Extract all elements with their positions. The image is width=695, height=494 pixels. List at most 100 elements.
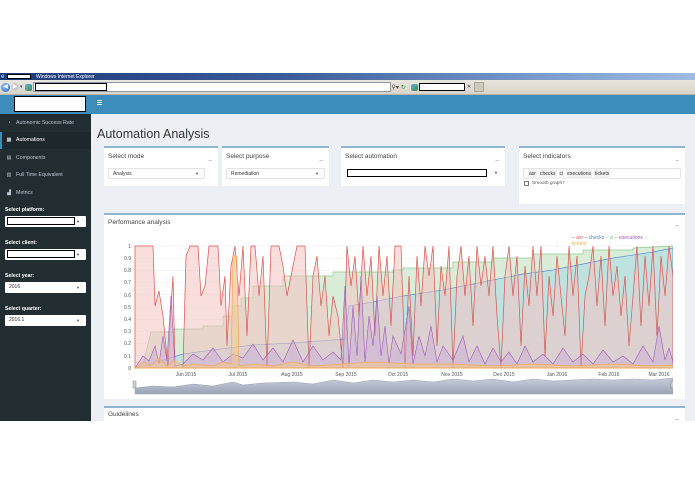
refresh-icon[interactable]: ↻ [400, 84, 406, 91]
redacted-platform-value [7, 217, 75, 225]
indicators-multiselect[interactable]: asr checks ci executions tickets [523, 168, 681, 179]
y-axis: 1 0.9 0.8 0.7 0.6 0.5 0.4 0.3 0.2 0.1 0 [124, 244, 131, 372]
sidebar-item-full-time-equivalent[interactable]: ▥ Full Time Equivalent [0, 167, 91, 185]
chevron-down-icon: ▼ [315, 171, 319, 176]
chevron-down-icon: ▼ [76, 218, 80, 224]
svg-text:Jun 2015: Jun 2015 [176, 372, 197, 378]
sidebar-item-label: Metrics [16, 189, 33, 196]
dashboard-icon: ◔ [7, 119, 11, 126]
minimize-button[interactable]: _ [319, 155, 323, 161]
svg-text:Jan 2016: Jan 2016 [547, 372, 568, 378]
year-value: 2016 [9, 283, 21, 290]
quarter-value: 2016.1 [9, 316, 25, 323]
sidebar: ◔ Autonomic Success Rate ▦ Automations ▤… [0, 114, 91, 421]
mode-select[interactable]: Analysis ▼ [108, 168, 205, 179]
chevron-down-icon: ▼ [76, 317, 80, 323]
chevron-down-icon: ▼ [494, 170, 498, 175]
minimize-button[interactable]: _ [208, 155, 212, 161]
svg-text:Mar 2016: Mar 2016 [648, 372, 669, 378]
year-select[interactable]: 2016 ▼ [5, 281, 86, 293]
redacted-client-value [7, 250, 75, 258]
calculator-icon: ▥ [6, 172, 12, 179]
minimize-button[interactable]: _ [675, 220, 679, 226]
svg-text:Sep 2015: Sep 2015 [335, 372, 357, 378]
smooth-graph-label: Smooth graph? [532, 181, 565, 186]
platform-select[interactable]: ▼ [5, 215, 86, 227]
chart-legend: – asr – checks – ci – executions – ticke… [572, 235, 648, 247]
svg-text:Nov 2015: Nov 2015 [441, 372, 463, 378]
automation-select[interactable]: ▼ [346, 168, 503, 179]
box-title: Select indicators [523, 153, 571, 160]
select-automation-box: Select automation _ ▼ [341, 146, 505, 186]
sidebar-item-label: Components [16, 154, 46, 161]
svg-text:0.9: 0.9 [124, 256, 131, 262]
performance-chart[interactable]: 1 0.9 0.8 0.7 0.6 0.5 0.4 0.3 0.2 0.1 0 [113, 236, 673, 396]
range-selector[interactable] [132, 377, 673, 395]
new-tab-button[interactable] [474, 82, 485, 92]
quarter-select[interactable]: 2016.1 ▼ [5, 314, 86, 326]
sidebar-item-metrics[interactable]: ▟ Metrics [0, 184, 91, 202]
sidebar-item-autonomic-success-rate[interactable]: ◔ Autonomic Success Rate [0, 114, 91, 132]
range-handle-right [670, 380, 673, 389]
svg-text:Feb 2016: Feb 2016 [598, 372, 619, 378]
tab-close-icon[interactable]: ✕ [466, 84, 472, 90]
svg-text:0: 0 [128, 366, 131, 372]
minimize-button[interactable]: _ [675, 155, 679, 161]
svg-text:Aug 2015: Aug 2015 [281, 372, 303, 378]
sidebar-item-components[interactable]: ▤ Components [0, 149, 91, 167]
sidebar-item-label: Full Time Equivalent [16, 172, 63, 179]
svg-text:Dec 2015: Dec 2015 [493, 372, 515, 378]
indicator-chip[interactable]: asr [528, 169, 537, 179]
back-button[interactable]: ◀ [1, 82, 10, 92]
browser-toolbar: ◀ ▶ ▾ ⚲▾ ↻ ✕ [0, 80, 695, 95]
svg-text:0.3: 0.3 [124, 329, 131, 335]
indicator-chip[interactable]: executions [566, 169, 593, 179]
box-title: Select mode [108, 153, 145, 160]
forward-button[interactable]: ▶ [11, 83, 19, 91]
year-label: Select year: [5, 272, 35, 279]
box-title: Performance analysis [108, 219, 171, 226]
address-bar[interactable] [32, 82, 391, 92]
performance-analysis-box: Performance analysis _ [104, 213, 685, 399]
sidebar-item-label: Automations [16, 137, 45, 144]
main-content: Automation Analysis Select mode _ Analys… [91, 114, 695, 421]
chevron-down-icon: ▼ [195, 171, 199, 176]
app-logo[interactable] [14, 96, 86, 112]
grid-icon: ▦ [6, 137, 12, 144]
svg-text:1: 1 [128, 244, 131, 250]
quarter-label: Select quarter: [5, 305, 42, 312]
table-icon: ▤ [6, 154, 12, 161]
indicator-chip[interactable]: checks [538, 169, 557, 179]
minimize-button[interactable]: _ [675, 414, 679, 420]
minimize-button[interactable]: _ [495, 155, 499, 161]
client-select[interactable]: ▼ [5, 248, 86, 260]
box-title: Guidelines [108, 411, 139, 418]
svg-text:Oct 2015: Oct 2015 [388, 372, 409, 378]
search-icon[interactable]: ⚲▾ [391, 84, 399, 91]
svg-text:0.7: 0.7 [124, 280, 131, 286]
hamburger-icon[interactable] [97, 100, 103, 106]
select-mode-box: Select mode _ Analysis ▼ [104, 146, 218, 186]
redacted-automation-value [347, 169, 487, 177]
series-tickets [133, 255, 673, 369]
browser-title: Windows Internet Explorer [36, 73, 95, 80]
ie-logo-icon: e [1, 73, 5, 80]
sidebar-item-automations[interactable]: ▦ Automations [0, 131, 91, 149]
bar-chart-icon: ▟ [7, 189, 11, 196]
redacted-url [34, 83, 107, 91]
history-dropdown-icon[interactable]: ▾ [20, 84, 23, 90]
browser-title-bar: e Windows Internet Explorer [0, 73, 695, 80]
indicator-chip[interactable]: tickets [594, 169, 611, 179]
smooth-graph-checkbox[interactable] [524, 181, 529, 186]
indicator-chip[interactable]: ci [558, 169, 565, 179]
box-title: Select automation [345, 153, 398, 160]
browser-tab[interactable] [418, 83, 465, 91]
smooth-graph-option[interactable]: Smooth graph? [524, 181, 565, 186]
purpose-select[interactable]: Remediation ▼ [226, 168, 325, 179]
guidelines-box: Guidelines _ [104, 406, 685, 421]
series-executions [134, 275, 673, 369]
chevron-down-icon: ▼ [76, 251, 80, 257]
client-label: Select client: [5, 239, 38, 246]
tab-favicon-icon [410, 83, 418, 91]
